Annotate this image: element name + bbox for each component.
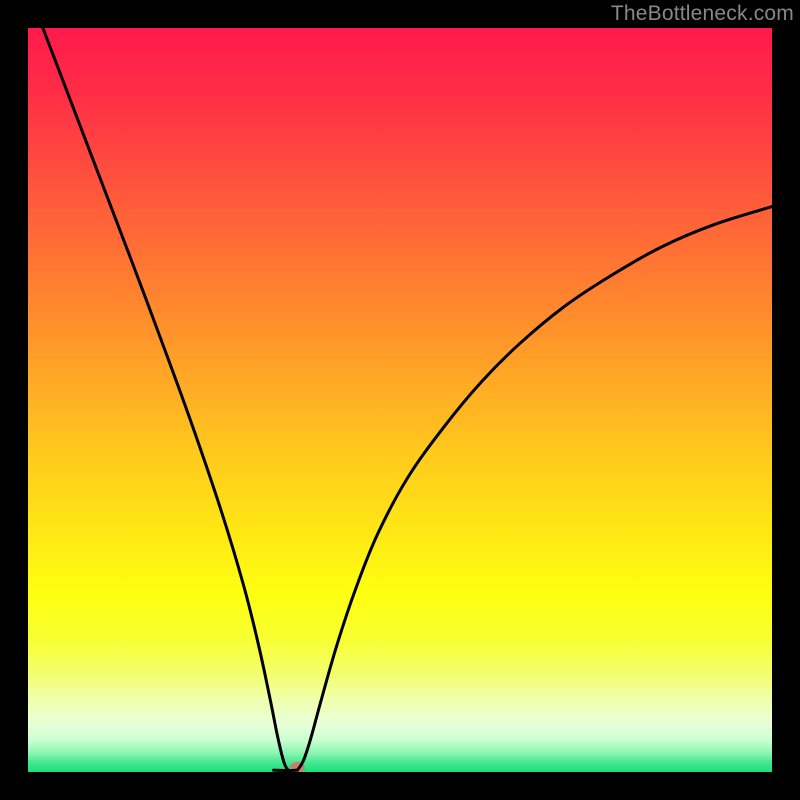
- plot-background: [28, 28, 772, 772]
- chart-container: TheBottleneck.com: [0, 0, 800, 800]
- watermark-text: TheBottleneck.com: [611, 2, 794, 26]
- bottleneck-chart: [0, 0, 800, 800]
